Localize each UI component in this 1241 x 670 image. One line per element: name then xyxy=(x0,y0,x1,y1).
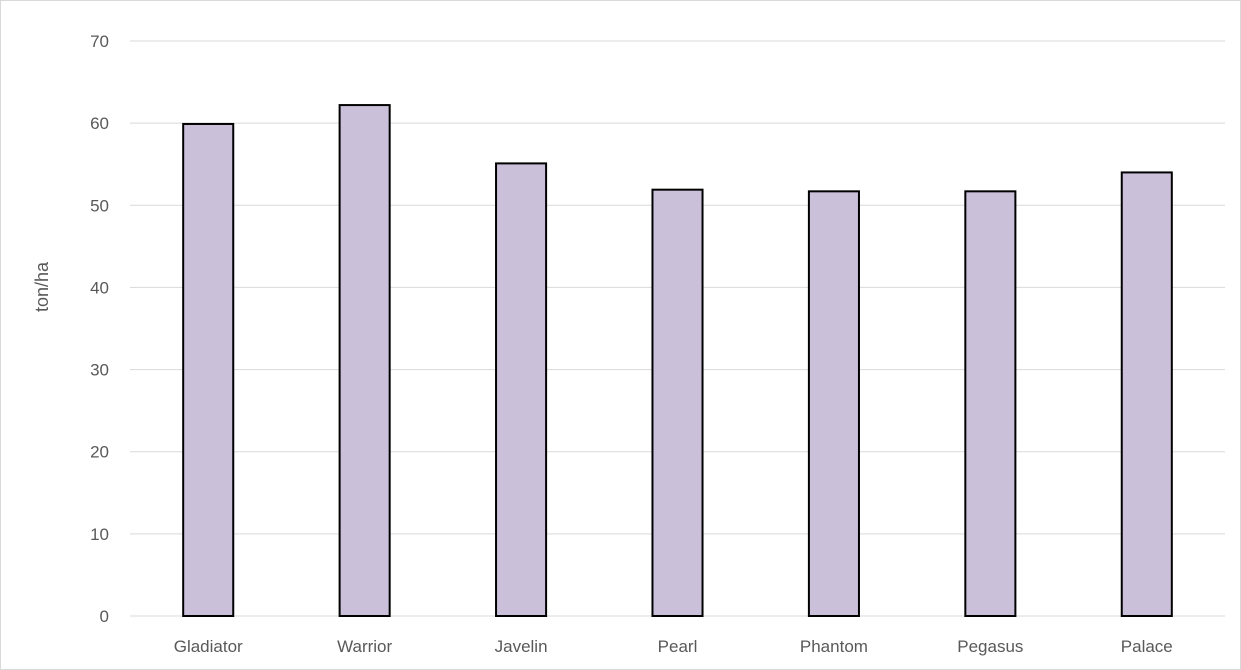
y-tick-label: 20 xyxy=(90,443,109,462)
x-tick-label: Warrior xyxy=(337,637,392,656)
bar-pegasus xyxy=(964,190,1017,617)
bar-pearl xyxy=(651,188,704,618)
y-axis-label: ton/ha xyxy=(32,261,52,312)
bars xyxy=(182,104,1173,618)
y-axis-ticks: 0 10 20 30 40 50 60 70 xyxy=(90,32,109,626)
x-tick-label: Javelin xyxy=(495,637,548,656)
bar-gladiator xyxy=(182,122,235,617)
y-tick-label: 0 xyxy=(100,607,109,626)
y-tick-label: 70 xyxy=(90,32,109,51)
x-tick-label: Gladiator xyxy=(174,637,243,656)
bar-phantom xyxy=(807,190,860,617)
x-tick-label: Pearl xyxy=(658,637,698,656)
x-tick-label: Pegasus xyxy=(957,637,1023,656)
y-tick-label: 10 xyxy=(90,525,109,544)
y-tick-label: 50 xyxy=(90,196,109,215)
x-axis-ticks: Gladiator Warrior Javelin Pearl Phantom Pegas… xyxy=(174,637,1173,656)
y-tick-label: 30 xyxy=(90,361,109,380)
bar-warrior xyxy=(338,104,391,617)
x-tick-label: Palace xyxy=(1121,637,1173,656)
x-tick-label: Phantom xyxy=(800,637,868,656)
bar-palace xyxy=(1120,171,1173,618)
bar-javelin xyxy=(495,162,548,617)
y-tick-label: 60 xyxy=(90,114,109,133)
y-tick-label: 40 xyxy=(90,278,109,297)
